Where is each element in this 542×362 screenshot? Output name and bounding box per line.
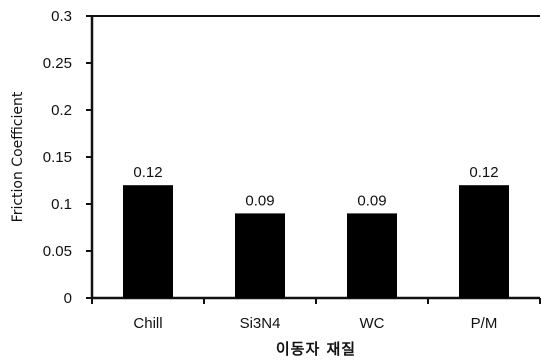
data-label: 0.12 — [469, 164, 498, 181]
y-axis-title: Friction Coefficient — [10, 91, 26, 222]
y-tick-label: 0.2 — [51, 102, 72, 119]
y-tick-label: 0.3 — [51, 8, 72, 25]
x-tick-label: Si3N4 — [240, 315, 281, 332]
y-tick-label: 0.1 — [51, 196, 72, 213]
x-axis-title: 이동자 재질 — [276, 340, 356, 358]
bar-si3n4 — [235, 213, 285, 298]
bar-series — [123, 185, 509, 298]
y-tick-label: 0.15 — [43, 149, 72, 166]
y-tick-label: 0.25 — [43, 55, 72, 72]
y-tick-label: 0 — [64, 290, 72, 307]
x-axis-ticks: Chill Si3N4 WC P/M — [91, 298, 541, 332]
y-axis-ticks: 0 0.05 0.1 0.15 0.2 0.25 0.3 — [43, 8, 92, 307]
x-tick-label: Chill — [133, 315, 162, 332]
data-label: 0.12 — [133, 164, 162, 181]
data-label: 0.09 — [245, 192, 274, 209]
bar-wc — [347, 213, 397, 298]
x-tick-label: P/M — [471, 315, 498, 332]
data-label: 0.09 — [357, 192, 386, 209]
bar-p-m — [459, 185, 509, 298]
bar-chill — [123, 185, 173, 298]
data-labels: 0.12 0.09 0.09 0.12 — [133, 164, 498, 209]
y-tick-label: 0.05 — [43, 243, 72, 260]
x-tick-label: WC — [360, 315, 385, 332]
